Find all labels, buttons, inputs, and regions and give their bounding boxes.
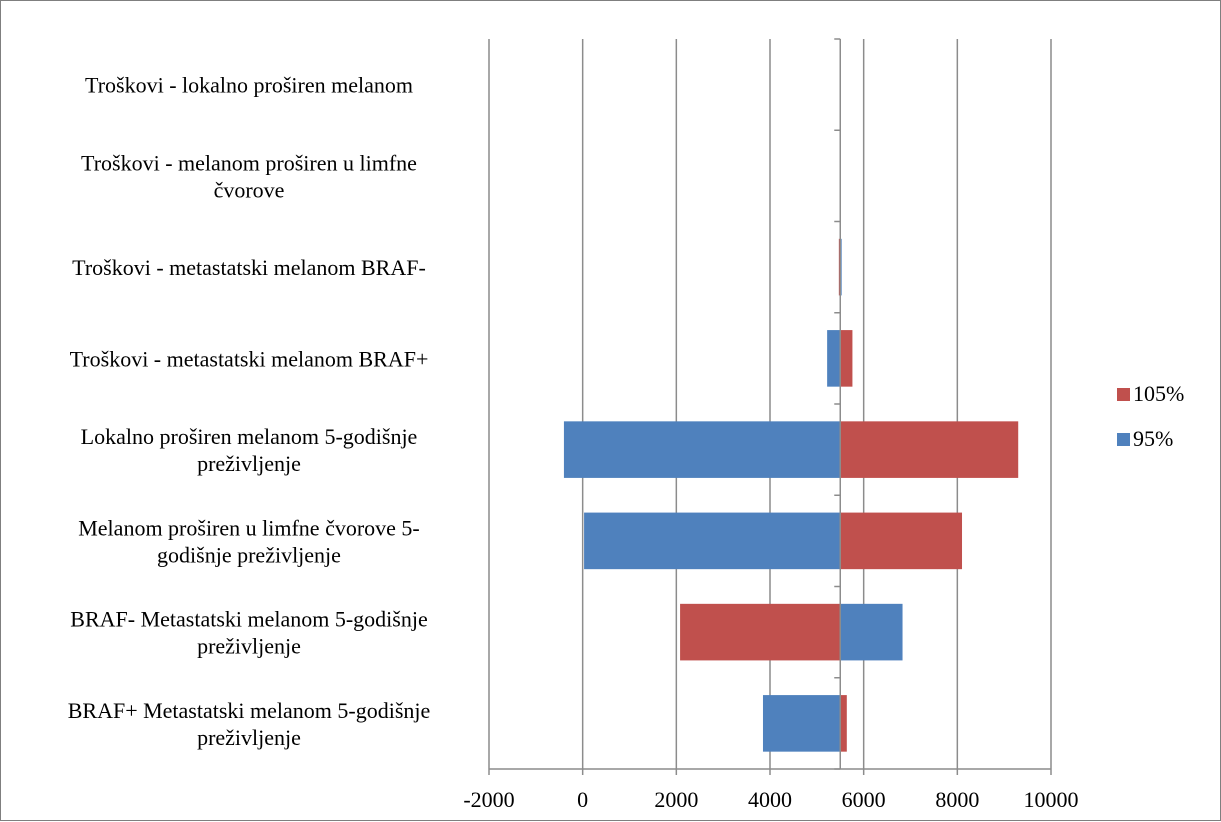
x-tick-label-0: -2000 (463, 787, 514, 812)
category-label-6: BRAF- Metastatski melanom 5-godišnje prež… (70, 607, 427, 659)
category-label-1: Troškovi - melanom proširen u limfne čvor… (81, 150, 417, 202)
category-label-4: Lokalno proširen melanom 5-godišnje preži… (81, 424, 418, 476)
category-label-2: Troškovi - metastatski melanom BRAF- (72, 255, 426, 280)
bar-95pct-6 (840, 603, 903, 661)
legend-swatch-95pct (1117, 433, 1130, 446)
x-tick-label-3: 4000 (748, 787, 792, 812)
x-tick-label-5: 8000 (935, 787, 979, 812)
legend-swatch-105pct (1117, 388, 1130, 401)
legend-label-105pct: 105% (1133, 381, 1184, 406)
bar-105pct-6 (680, 603, 841, 661)
x-tick-label-4: 6000 (842, 787, 886, 812)
bar-105pct-3 (840, 330, 853, 387)
bar-95pct-5 (584, 512, 841, 570)
bar-95pct-4 (563, 421, 841, 478)
bar-105pct-5 (840, 512, 963, 570)
x-tick-label-6: 10000 (1024, 787, 1079, 812)
legend-label-95pct: 95% (1133, 426, 1173, 451)
x-tick-label-1: 0 (577, 787, 588, 812)
category-label-0: Troškovi - lokalno proširen melanom (85, 73, 413, 98)
bar-105pct-4 (840, 421, 1019, 478)
x-tick-label-2: 2000 (654, 787, 698, 812)
bar-105pct-7 (840, 695, 847, 752)
category-label-3: Troškovi - metastatski melanom BRAF+ (70, 346, 429, 371)
category-label-7: BRAF+ Metastatski melanom 5-godišnje prež… (68, 698, 431, 750)
bar-95pct-7 (762, 695, 841, 752)
bar-95pct-3 (827, 330, 841, 387)
category-label-5: Melanom proširen u limfne čvorove 5-godi… (78, 515, 420, 567)
